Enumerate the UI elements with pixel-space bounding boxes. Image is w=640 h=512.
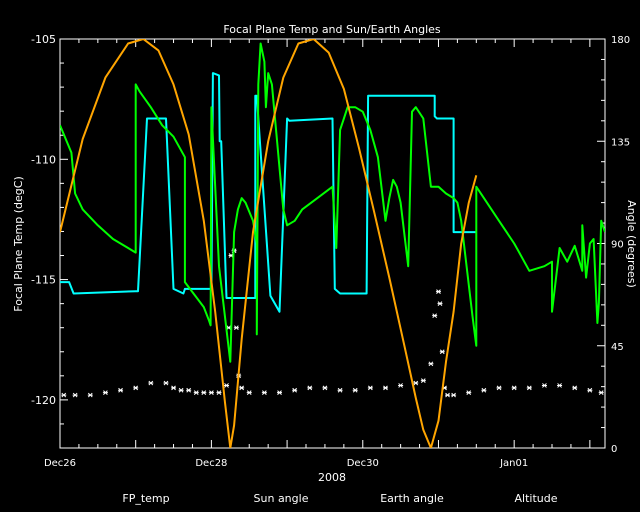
fp-temp-point xyxy=(526,385,532,391)
fp-temp-point xyxy=(382,385,388,391)
chart-title: Focal Plane Temp and Sun/Earth Angles xyxy=(223,23,441,36)
fp-temp-point xyxy=(432,313,438,319)
legend-altitude: Altitude xyxy=(515,492,558,505)
fp-temp-point xyxy=(292,387,298,393)
y-right-tick-label: 180 xyxy=(611,35,630,46)
sun-angle-line xyxy=(60,72,477,313)
fp-temp-point xyxy=(541,383,547,388)
legend-earth-angle: Earth angle xyxy=(380,492,444,505)
y-right-tick-label: 90 xyxy=(611,240,624,251)
y-left-tick-label: -105 xyxy=(31,33,56,46)
fp-temp-point xyxy=(413,380,419,386)
fp-temp-point xyxy=(322,385,328,391)
fp-temp-point xyxy=(439,349,445,355)
fp-temp-point xyxy=(398,383,404,388)
fp-temp-point xyxy=(437,301,443,307)
fp-temp-point xyxy=(216,390,222,396)
fp-temp-point xyxy=(133,385,139,391)
fp-temp-point xyxy=(102,390,108,396)
fp-temp-point xyxy=(208,390,214,396)
series-group xyxy=(60,39,605,448)
fp-temp-point xyxy=(148,380,154,386)
fp-temp-point xyxy=(451,392,457,398)
fp-temp-point xyxy=(496,385,502,391)
y-axis-left-label: Focal Plane Temp (degC) xyxy=(12,176,25,311)
x-axis-label: 2008 xyxy=(318,471,346,484)
fp-temp-point xyxy=(307,385,313,391)
fp-temp-point xyxy=(87,392,93,398)
legend: FP_temp Sun angle Earth angle Altitude xyxy=(122,492,557,505)
fp-temp-point xyxy=(178,387,184,393)
plot-frame xyxy=(59,38,606,449)
fp-temp-point xyxy=(466,390,472,396)
fp-temp-point xyxy=(224,383,230,388)
fp-temp-point xyxy=(118,387,124,393)
legend-sun-angle: Sun angle xyxy=(254,492,309,505)
fp-temp-point xyxy=(171,385,177,391)
fp-temp-point xyxy=(201,390,207,396)
fp-temp-point xyxy=(261,390,267,396)
y-right-tick-label: 45 xyxy=(611,342,624,353)
y-right-tick-label: 135 xyxy=(611,137,630,148)
y-left-tick-label: -120 xyxy=(31,394,56,407)
fp-temp-point xyxy=(233,325,239,331)
fp-temp-point xyxy=(246,390,252,396)
fp-temp-point xyxy=(72,392,78,398)
fp-temp-point xyxy=(163,380,169,386)
y-axis-right-label: Angle (degrees) xyxy=(625,200,638,288)
fp-temp-point xyxy=(193,390,199,396)
fp-temp-point xyxy=(367,385,373,391)
fp-temp-point xyxy=(572,385,578,391)
fp-temp-point xyxy=(557,383,563,388)
fp-temp-point xyxy=(277,390,283,396)
x-tick-label: Jan01 xyxy=(499,458,528,469)
y-left-tick-label: -110 xyxy=(31,153,56,166)
fp-temp-point xyxy=(352,387,358,393)
altitude-line xyxy=(60,39,478,448)
fp-temp-point xyxy=(337,387,343,393)
fp-temp-point xyxy=(511,385,517,391)
fp-temp-point xyxy=(435,289,441,294)
fp-temp-point xyxy=(420,378,426,383)
x-tick-label: Dec30 xyxy=(347,458,379,469)
x-tick-label: Dec28 xyxy=(195,458,227,469)
y-right-tick-label: 0 xyxy=(611,444,617,455)
legend-fp-temp: FP_temp xyxy=(122,492,169,505)
fp-temp-point xyxy=(445,392,451,398)
axis-ticks: Dec26 Dec28 Dec30 Jan01 -105 -110 -115 -120 0 45 9… xyxy=(31,33,630,469)
y-left-tick-label: -115 xyxy=(31,274,56,287)
fp-temp-point xyxy=(239,385,245,391)
fp-temp-point xyxy=(598,390,604,396)
plot-area xyxy=(60,39,605,448)
fp-temp-point xyxy=(61,392,67,398)
earth-angle-line xyxy=(60,42,605,363)
fp-temp-point xyxy=(587,387,593,393)
fp-temp-point xyxy=(428,361,434,367)
fp-temp-point xyxy=(481,387,487,393)
fp-temp-point xyxy=(186,387,192,393)
x-tick-label: Dec26 xyxy=(44,458,76,469)
